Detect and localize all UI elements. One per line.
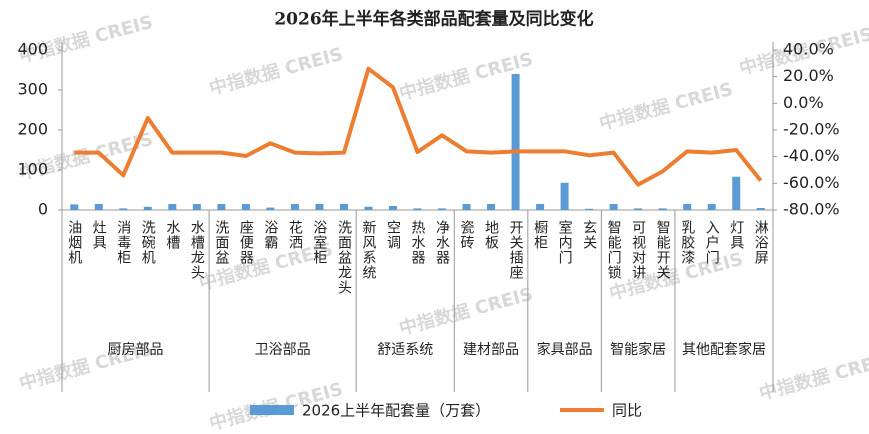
group-box: 建材部品	[463, 342, 520, 358]
bar	[339, 204, 348, 210]
group-label: 建材部品	[463, 342, 520, 358]
bar	[388, 206, 397, 210]
x-tick-label: 瓷砖	[459, 220, 475, 250]
x-tick-label: 橱柜	[532, 220, 548, 250]
x-tick-label: 净水器	[434, 220, 450, 265]
watermark: 中指数据 CREIS	[757, 348, 869, 405]
watermark: 中指数据 CREIS	[597, 78, 735, 135]
bar	[241, 204, 250, 210]
x-tick-label: 地板	[483, 220, 499, 250]
y2-tick-label: -60.0%	[783, 173, 840, 192]
bar	[634, 208, 643, 210]
bar	[707, 204, 716, 210]
x-tick-label: 玄关	[581, 219, 597, 250]
y2-tick-label: 20.0%	[783, 66, 834, 85]
bar	[192, 204, 201, 210]
x-tick-label: 室内门	[557, 219, 573, 265]
x-tick-label: 智能开关	[655, 220, 671, 280]
bar	[683, 204, 692, 210]
bar	[511, 74, 520, 210]
x-tick-label: 智能门锁	[606, 220, 622, 280]
x-tick-label: 可视对讲	[630, 220, 646, 280]
x-tick-label: 灶具	[91, 220, 107, 250]
bar	[266, 207, 275, 210]
bar	[536, 204, 545, 210]
legend-label: 同比	[612, 402, 642, 420]
group-box: 智能家居	[610, 342, 667, 358]
bar	[70, 204, 79, 210]
watermark: 中指数据 CREIS	[207, 43, 345, 100]
x-tick-label: 座便器	[238, 220, 254, 265]
legend-swatch	[250, 405, 294, 415]
bar	[217, 204, 226, 210]
bar	[732, 176, 741, 210]
group-box: 舒适系统	[377, 342, 434, 358]
x-tick-label: 油烟机	[66, 220, 82, 265]
group-box: 厨房部品	[107, 342, 164, 358]
legend-label: 2026上半年配套量（万套）	[302, 402, 490, 420]
bar	[560, 182, 569, 210]
x-tick-label: 乳胶漆	[679, 220, 695, 265]
group-label: 其他配套家居	[681, 342, 766, 358]
y-tick-label: 0	[38, 200, 48, 219]
bar	[315, 204, 324, 210]
watermark: 中指数据 CREIS	[607, 248, 745, 305]
x-tick-label: 淋浴屏	[753, 220, 769, 265]
x-tick-label: 浴室柜	[311, 220, 327, 265]
group-box: 其他配套家居	[681, 342, 766, 358]
chart-title: 2026年上半年各类部品配套量及同比变化	[274, 9, 593, 30]
bar	[290, 204, 299, 210]
x-tick-label: 水槽龙头	[189, 220, 205, 280]
bar	[462, 204, 471, 210]
bar	[168, 204, 177, 210]
bar	[364, 206, 373, 210]
group-label: 卫浴部品	[254, 342, 311, 358]
group-label: 舒适系统	[377, 342, 434, 358]
y-tick-label: 300	[17, 80, 48, 99]
x-tick-label: 花洒	[287, 220, 303, 250]
y2-tick-label: -20.0%	[783, 120, 840, 139]
group-box: 卫浴部品	[254, 342, 311, 358]
x-tick-label: 水槽	[164, 220, 180, 250]
y2-tick-label: -40.0%	[783, 146, 840, 165]
watermark: 中指数据 CREIS	[397, 283, 535, 340]
y2-tick-label: -80.0%	[783, 200, 840, 219]
bar	[119, 208, 128, 210]
group-label: 厨房部品	[107, 342, 164, 358]
y-tick-label: 200	[17, 120, 48, 139]
line	[74, 66, 763, 187]
x-tick-label: 空调	[385, 220, 401, 250]
bar	[756, 208, 765, 210]
y-tick-label: 400	[17, 40, 48, 59]
x-tick-label: 入户门	[704, 220, 720, 265]
x-tick-label: 热水器	[410, 220, 426, 265]
bar	[94, 204, 103, 210]
group-label: 家具部品	[536, 342, 593, 358]
bar	[658, 208, 667, 210]
bar	[143, 206, 152, 210]
x-tick-label: 新风系统	[360, 220, 376, 280]
x-tick-label: 消毒柜	[115, 220, 131, 265]
group-box: 家具部品	[536, 342, 593, 358]
y-tick-label: 100	[17, 160, 48, 179]
bar	[438, 208, 447, 210]
x-tick-label: 开关插座	[508, 220, 524, 280]
x-tick-label: 洗碗机	[140, 220, 156, 265]
group-label: 智能家居	[610, 342, 667, 358]
x-tick-label: 灯具	[728, 220, 744, 250]
y2-tick-label: 0.0%	[783, 93, 824, 112]
bar	[487, 204, 496, 210]
bar	[413, 208, 422, 210]
x-tick-label: 浴霸	[262, 220, 278, 250]
y2-tick-label: 40.0%	[783, 40, 834, 59]
bar	[609, 204, 618, 210]
bar	[585, 208, 594, 210]
x-tick-label: 洗面盆	[213, 220, 229, 265]
x-tick-label: 洗面盆龙头	[336, 220, 352, 295]
